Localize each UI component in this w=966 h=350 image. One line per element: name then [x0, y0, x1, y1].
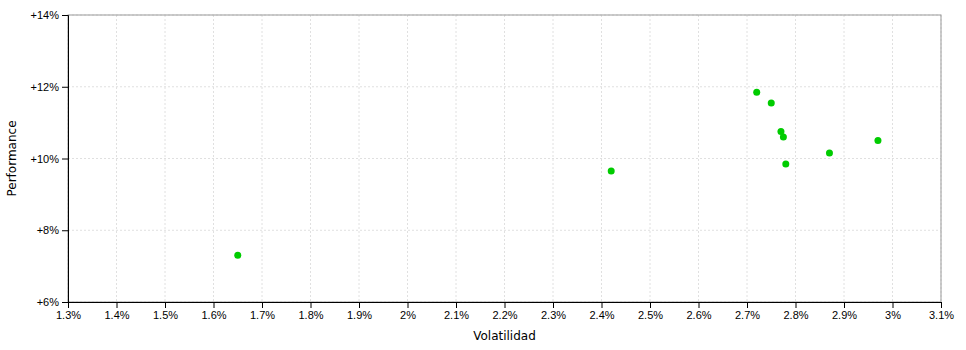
x-tick-mark	[311, 302, 312, 308]
y-tick-mark	[62, 230, 68, 231]
x-tick: 1.3%	[56, 302, 81, 321]
x-tick-mark	[262, 302, 263, 308]
y-tick: +10%	[31, 153, 68, 165]
y-axis-title: Performance	[5, 120, 19, 196]
x-tick: 1.6%	[201, 302, 226, 321]
plot-frame	[68, 15, 941, 302]
chart: 1.3% 1.4% 1.5% 1.6% 1.7% 1.8% 1.9% 2% 2.1% 2.2% 2.…	[0, 0, 966, 350]
x-tick: 3%	[885, 302, 901, 321]
x-axis-title: Volatilidad	[473, 329, 536, 343]
x-tick-label: 3%	[885, 309, 901, 321]
x-tick: 1.8%	[298, 302, 323, 321]
x-tick-label: 1.3%	[56, 309, 81, 321]
y-tick: +14%	[31, 9, 68, 21]
x-tick: 2.2%	[492, 302, 517, 321]
x-tick-mark	[117, 302, 118, 308]
x-tick: 3.1%	[929, 302, 954, 321]
x-tick-label: 2.5%	[638, 309, 663, 321]
y-axis-line	[62, 16, 69, 303]
plot: 1.3% 1.4% 1.5% 1.6% 1.7% 1.8% 1.9% 2% 2.1% 2.2% 2.…	[31, 9, 955, 321]
grid-line-x	[795, 15, 796, 302]
grid	[68, 15, 941, 302]
x-tick-label: 1.6%	[201, 309, 226, 321]
grid-line-y	[68, 230, 941, 231]
x-tick-label: 1.7%	[250, 309, 275, 321]
x-tick-mark	[602, 302, 603, 308]
x-tick-mark	[553, 302, 554, 308]
y-tick: +6%	[37, 296, 68, 308]
y-tick: +8%	[37, 224, 68, 236]
point	[874, 137, 881, 144]
x-tick-mark	[359, 302, 360, 308]
grid-line-x	[698, 15, 699, 302]
point	[826, 150, 833, 157]
x-axis-line	[69, 303, 942, 309]
x-tick: 2.6%	[686, 302, 711, 321]
x-tick-label: 2.6%	[686, 309, 711, 321]
x-tick: 1.7%	[250, 302, 275, 321]
x-tick-mark	[699, 302, 700, 308]
x-tick-mark	[941, 302, 942, 308]
x-tick: 2.5%	[638, 302, 663, 321]
x-tick: 2.4%	[589, 302, 614, 321]
y-tick-label: +8%	[37, 224, 60, 236]
grid-line-x	[747, 15, 748, 302]
point	[753, 89, 760, 96]
x-tick: 2.1%	[444, 302, 469, 321]
x-tick-label: 2.3%	[541, 309, 566, 321]
points	[234, 89, 881, 259]
x-tick-label: 3.1%	[929, 309, 954, 321]
x-tick-label: 2.1%	[444, 309, 469, 321]
x-tick-label: 2.7%	[735, 309, 760, 321]
y-tick-label: +10%	[31, 153, 60, 165]
x-tick-label: 2.4%	[589, 309, 614, 321]
x-tick: 2.8%	[783, 302, 808, 321]
x-tick-mark	[650, 302, 651, 308]
x-tick-label: 2.2%	[492, 309, 517, 321]
y-tick-mark	[62, 159, 68, 160]
x-tick: 2.3%	[541, 302, 566, 321]
x-tick-mark	[456, 302, 457, 308]
y-tick-mark	[62, 87, 68, 88]
x-tick: 2%	[400, 302, 416, 321]
x-tick-label: 1.9%	[347, 309, 372, 321]
x-tick-mark	[505, 302, 506, 308]
y-tick-label: +12%	[31, 81, 60, 93]
x-tick-label: 1.4%	[104, 309, 129, 321]
x-tick-label: 1.5%	[153, 309, 178, 321]
y-tick-mark	[62, 15, 68, 16]
grid-line-x	[359, 15, 360, 302]
x-axis: 1.3% 1.4% 1.5% 1.6% 1.7% 1.8% 1.9% 2% 2.1% 2.2% 2.…	[56, 302, 954, 321]
grid-line-x	[310, 15, 311, 302]
point	[780, 133, 787, 140]
grid-line-x	[407, 15, 408, 302]
x-tick-label: 2.9%	[832, 309, 857, 321]
x-tick: 2.7%	[735, 302, 760, 321]
x-tick: 1.9%	[347, 302, 372, 321]
x-tick-mark	[844, 302, 845, 308]
grid-line-y	[68, 158, 941, 159]
x-tick: 2.9%	[832, 302, 857, 321]
x-tick-mark	[893, 302, 894, 308]
y-tick-label: +14%	[31, 9, 60, 21]
x-tick-label: 1.8%	[298, 309, 323, 321]
x-tick-mark	[796, 302, 797, 308]
y-axis: +6% +8% +10% +12% +14%	[31, 9, 69, 308]
y-tick-mark	[62, 302, 68, 303]
x-tick: 1.5%	[153, 302, 178, 321]
x-tick-label: 2.8%	[783, 309, 808, 321]
grid-line-y	[68, 86, 941, 87]
x-tick: 1.4%	[104, 302, 129, 321]
x-tick-label: 2%	[400, 309, 416, 321]
point	[782, 160, 789, 167]
x-tick-mark	[165, 302, 166, 308]
y-tick-label: +6%	[37, 296, 60, 308]
x-tick-mark	[408, 302, 409, 308]
point	[234, 252, 241, 259]
y-tick: +12%	[31, 81, 68, 93]
point	[768, 99, 775, 106]
x-tick-mark	[747, 302, 748, 308]
x-tick-mark	[214, 302, 215, 308]
point	[608, 168, 615, 175]
